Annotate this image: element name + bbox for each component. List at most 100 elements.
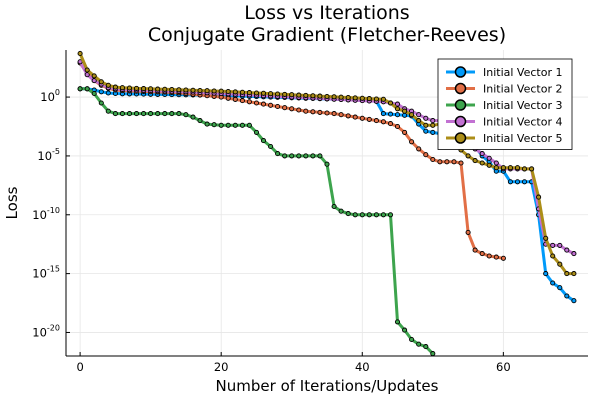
data-point [366,96,372,102]
data-point [197,87,203,94]
data-point [345,94,351,101]
y-tick-base: 10 [32,208,47,222]
data-point [352,212,358,218]
data-point [133,111,140,117]
data-point [465,153,471,159]
data-point [289,106,295,112]
data-point [536,194,542,200]
data-point [416,118,422,124]
data-point [112,111,118,117]
data-point [310,109,316,115]
data-point [507,179,513,185]
data-point [394,112,401,118]
data-point [91,78,97,84]
data-point [430,118,436,124]
data-point [296,92,302,98]
data-point [430,129,436,135]
chart-title: Loss vs Iterations [244,2,409,24]
data-point [444,159,450,165]
data-point [486,253,492,259]
legend-label: Initial Vector 3 [483,99,562,112]
x-tick-label: 60 [496,360,511,374]
data-point [253,90,260,96]
data-point [387,212,394,218]
data-point [105,108,111,114]
data-point [211,122,217,128]
data-point [112,84,118,90]
data-point [84,67,90,73]
data-point [423,128,429,134]
series-5 [77,50,577,277]
data-point [507,165,513,171]
data-point [141,111,147,117]
legend-item: Initial Vector 5 [446,132,562,145]
data-point [557,242,563,248]
data-point [268,91,274,97]
legend-item: Initial Vector 3 [446,99,562,112]
data-point [303,153,309,159]
data-point [296,107,302,113]
data-point [416,112,422,118]
y-tick-exponent: -10 [47,206,60,215]
data-point [155,111,161,117]
data-point [204,88,210,94]
data-point [324,110,330,116]
data-point [521,166,528,172]
data-point [352,114,358,120]
data-point [416,146,422,152]
data-point [338,94,344,100]
series-3 [77,86,436,357]
data-point [225,95,231,101]
y-tick-exponent: -5 [52,147,60,156]
y-tick-label: 10-15 [32,265,60,281]
legend-label: Initial Vector 4 [483,116,562,129]
legend-label: Initial Vector 5 [483,132,562,145]
plot-frame [65,50,588,357]
data-point [317,93,323,99]
data-point [486,162,492,168]
data-point [514,165,521,171]
data-point [98,100,104,106]
data-point [91,90,97,97]
y-tick-exponent: -15 [47,265,60,274]
y-tick-base: 10 [32,267,47,281]
data-point [479,251,485,257]
data-point [310,153,316,159]
x-axis-label: Number of Iterations/Updates [216,377,439,395]
data-point [119,111,125,117]
data-point [275,91,281,97]
data-point [373,212,379,218]
data-point [169,86,175,93]
data-point [430,122,436,128]
data-point [479,160,485,166]
data-point [564,247,570,253]
data-point [338,112,344,118]
data-point [169,111,175,117]
data-point [77,86,83,92]
data-point [289,153,295,159]
data-point [409,139,415,145]
data-point [296,153,302,159]
y-tick-label: 10-5 [37,147,60,163]
data-point [387,111,394,117]
data-point [275,103,281,110]
data-point [239,98,245,104]
x-tick-label: 40 [355,360,370,374]
data-point [232,122,238,128]
data-point [324,161,330,167]
data-point [126,111,133,117]
data-point [148,111,154,117]
data-point [190,114,196,120]
data-point [557,285,563,291]
data-point [430,156,436,163]
data-point [500,255,506,261]
x-axis-ticks: 0 20 40 60 [76,352,511,374]
data-point [493,254,499,260]
legend-item: Initial Vector 4 [446,116,562,129]
data-point [282,105,288,111]
data-point [260,90,267,96]
data-point [331,111,337,117]
data-point [268,102,274,108]
